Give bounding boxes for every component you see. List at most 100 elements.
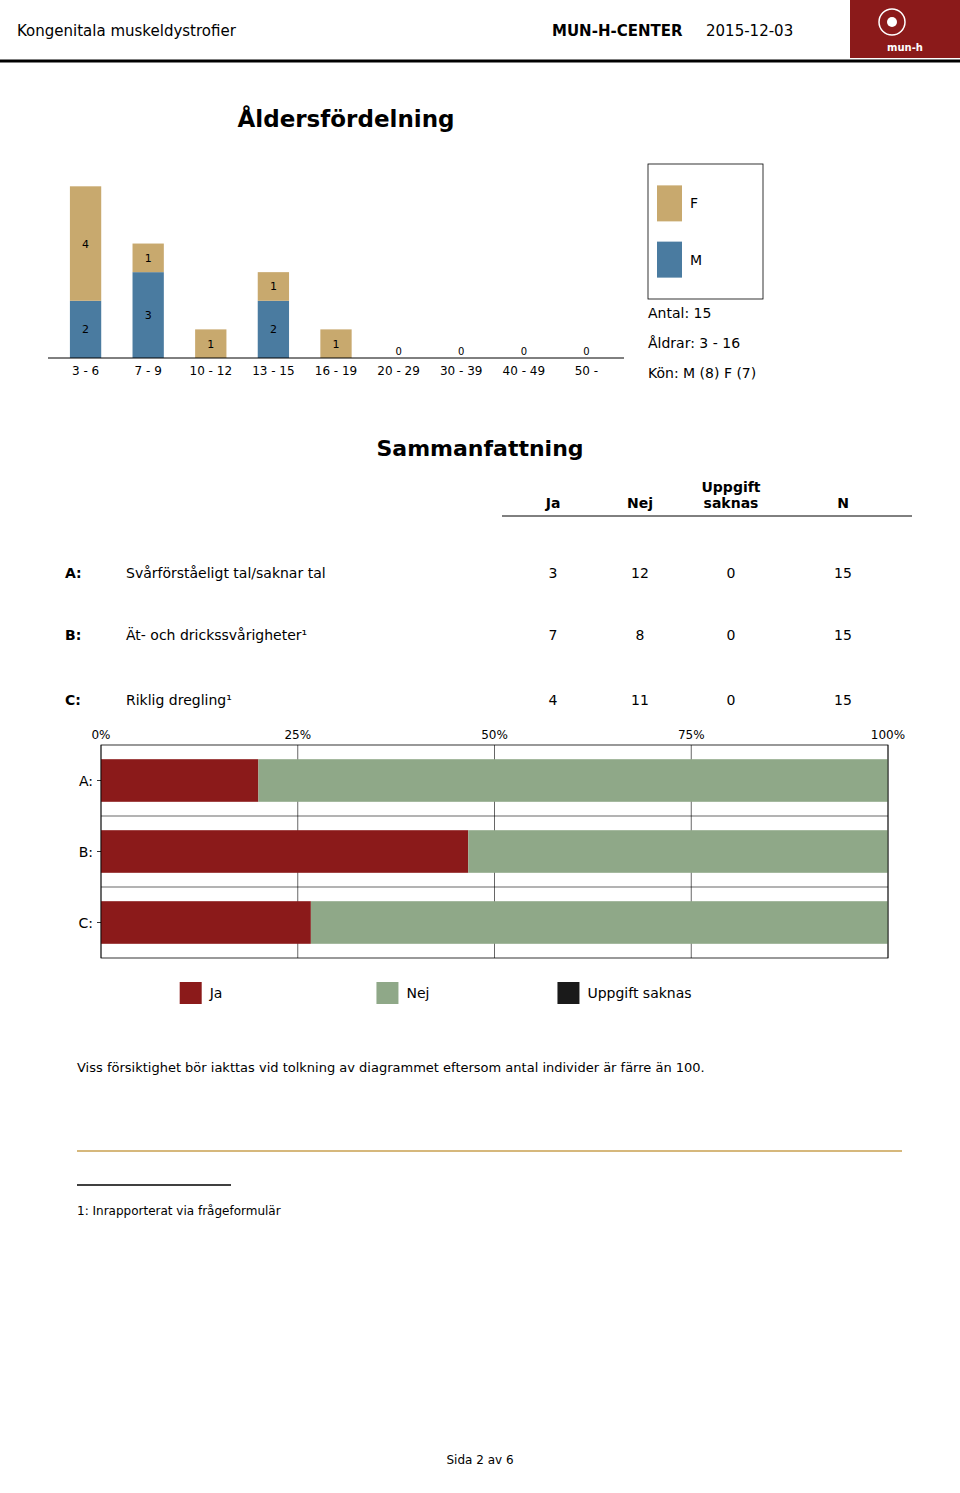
x-tick-label: 10 - 12 <box>190 364 233 378</box>
footnote: 1: Inrapporterat via frågeformulär <box>77 1204 281 1218</box>
x-tick-label: 20 - 29 <box>377 364 420 378</box>
x-tick-label: 13 - 15 <box>252 364 295 378</box>
stats-line: Antal: 15 <box>648 305 711 321</box>
table-header-line: Nej <box>627 495 653 511</box>
table-cell: 0 <box>727 627 736 643</box>
logo-ring <box>879 9 905 35</box>
legend-frame <box>648 164 763 299</box>
logo-dot <box>887 17 897 27</box>
plot-background <box>101 745 888 958</box>
legend-swatch <box>180 982 202 1004</box>
summary-title: Sammanfattning <box>376 436 583 461</box>
data-label: 3 <box>145 309 152 322</box>
bar-segment <box>101 759 258 802</box>
bar-segment <box>70 301 101 358</box>
bar-segment <box>258 272 289 301</box>
legend: FM <box>648 164 763 299</box>
legend-swatch <box>657 242 682 278</box>
table-header-line: Uppgift <box>701 479 760 495</box>
logo: mun-h <box>850 0 960 58</box>
data-label: 0 <box>521 346 527 357</box>
stats-line: Åldrar: 3 - 16 <box>648 335 740 351</box>
page-footer: Sida 2 av 6 <box>446 1453 513 1467</box>
table-cell: 3 <box>549 565 558 581</box>
page-title-center: MUN-H-CENTER <box>552 22 683 40</box>
table-cell: 7 <box>549 627 558 643</box>
y-tick-label: C: <box>79 915 94 931</box>
data-label: 2 <box>82 323 89 336</box>
data-label: 0 <box>395 346 401 357</box>
page-title-date: 2015-12-03 <box>706 22 793 40</box>
logo-text: mun-h <box>887 42 923 53</box>
x-tick-label: 75% <box>678 728 705 742</box>
bar-segment <box>70 186 101 300</box>
bar-segment <box>320 329 351 358</box>
x-tick-label: 7 - 9 <box>135 364 162 378</box>
table-header: Ja <box>545 495 561 511</box>
data-labels: 232411110000 <box>82 238 590 357</box>
x-tick-label: 16 - 19 <box>315 364 358 378</box>
separator-line <box>77 1150 902 1152</box>
legend-label: Uppgift saknas <box>587 985 691 1001</box>
header-rule <box>0 60 960 63</box>
table-row-description: Svårförståeligt tal/saknar tal <box>126 565 326 581</box>
table-cell: 12 <box>631 565 649 581</box>
table-header-rule <box>502 516 912 517</box>
legend-swatch <box>657 185 682 221</box>
data-label: 1 <box>333 338 340 351</box>
data-label: 2 <box>270 323 277 336</box>
bar-segment <box>101 830 468 873</box>
table-cell: 15 <box>834 692 852 708</box>
legend-label: Nej <box>406 985 429 1001</box>
table-cell: 11 <box>631 692 649 708</box>
data-label: 4 <box>82 238 89 251</box>
y-tick <box>97 851 101 852</box>
x-tick-label: 40 - 49 <box>503 364 546 378</box>
table-header: N <box>837 495 849 511</box>
logo-background <box>850 0 960 58</box>
data-label: 0 <box>458 346 464 357</box>
plot-frame <box>101 745 888 958</box>
bar-segment <box>195 329 226 358</box>
y-tick <box>97 780 101 781</box>
chart-title: Åldersfördelning <box>238 105 455 132</box>
table-cell: 8 <box>636 627 645 643</box>
bar-segment <box>101 901 311 944</box>
data-label: 1 <box>145 252 152 265</box>
bar-segment <box>468 830 888 873</box>
bars <box>101 759 888 944</box>
x-tick-label: 25% <box>284 728 311 742</box>
legend-label: Ja <box>209 985 223 1001</box>
y-tick-label: A: <box>79 773 93 789</box>
data-label: 1 <box>270 280 277 293</box>
bars <box>70 186 352 358</box>
x-tick-label: 3 - 6 <box>72 364 99 378</box>
table-header-line: saknas <box>704 495 759 511</box>
footnote-rule <box>77 1184 231 1186</box>
table-cell: 4 <box>549 692 558 708</box>
x-tick-label: 100% <box>871 728 905 742</box>
legend-swatch <box>557 982 579 1004</box>
table-row-label: C: <box>65 692 81 708</box>
row-separator <box>101 816 888 817</box>
table-header-line: N <box>837 495 849 511</box>
table-cell: 15 <box>834 565 852 581</box>
bar-segment <box>258 759 888 802</box>
legend-label: M <box>690 252 702 268</box>
table-header-line: Ja <box>545 495 561 511</box>
table-cell: 0 <box>727 692 736 708</box>
table-cell: 0 <box>727 565 736 581</box>
legend-label: F <box>690 195 698 211</box>
page: Kongenitala muskeldystrofierMUN-H-CENTER… <box>0 0 960 1493</box>
table-row-label: B: <box>65 627 81 643</box>
x-axis-line <box>48 358 624 359</box>
bar-segment <box>133 272 164 358</box>
x-tick-label: 30 - 39 <box>440 364 483 378</box>
table-row-description: Ät- och drickssvårigheter¹ <box>126 626 307 643</box>
bar-segment <box>258 301 289 358</box>
table-row-description: Riklig dregling¹ <box>126 692 232 708</box>
row-separator <box>101 887 888 888</box>
y-tick-label: B: <box>79 844 93 860</box>
warning-text: Viss försiktighet bör iakttas vid tolkni… <box>77 1060 705 1075</box>
bar-segment <box>311 901 888 944</box>
